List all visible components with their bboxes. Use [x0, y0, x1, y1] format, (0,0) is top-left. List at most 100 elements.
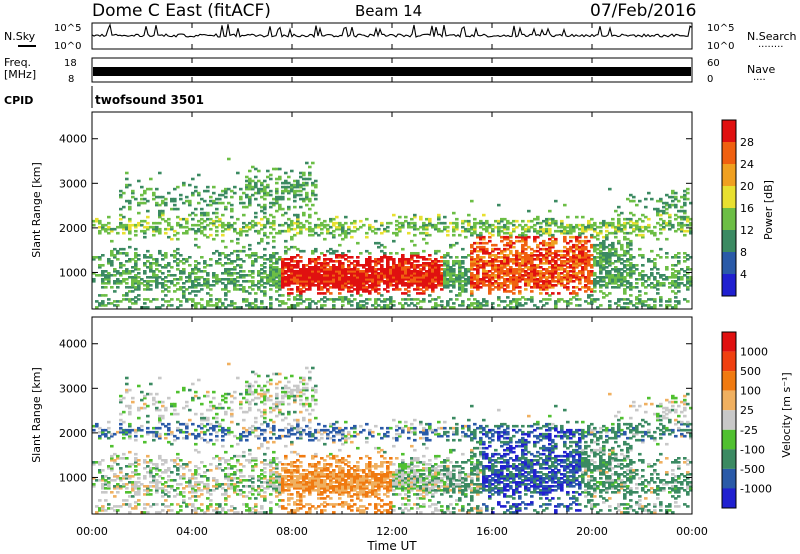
power-cell: [293, 282, 297, 285]
power-cell: [551, 264, 555, 267]
power-cell: [407, 286, 411, 289]
power-cell: [596, 237, 600, 241]
power-cell: [524, 223, 528, 227]
power-cell: [254, 175, 258, 179]
power-cell: [158, 249, 162, 253]
power-cell: [419, 282, 423, 285]
power-cell: [683, 217, 687, 221]
power-cell: [155, 282, 159, 285]
power-cell: [557, 254, 561, 257]
power-cell: [611, 247, 615, 251]
power-cell: [512, 292, 516, 295]
power-cell: [572, 243, 576, 247]
power-cell: [296, 294, 300, 297]
power-cell: [221, 229, 225, 233]
power-cell: [665, 207, 669, 211]
velocity-cell: [185, 465, 189, 468]
power-cell: [143, 284, 147, 287]
power-cell: [269, 213, 273, 217]
power-cell: [569, 266, 573, 269]
velocity-cell: [224, 477, 228, 480]
power-cell: [503, 258, 507, 261]
velocity-cell: [194, 509, 198, 512]
power-cell: [176, 223, 180, 227]
power-cell: [146, 256, 150, 259]
power-cell: [230, 278, 234, 281]
power-cell: [248, 274, 252, 277]
power-cell: [278, 284, 282, 287]
power-cell: [344, 270, 348, 273]
power-cell: [119, 264, 123, 267]
velocity-cell: [125, 487, 129, 490]
power-cell: [560, 276, 564, 279]
velocity-cell: [140, 398, 144, 402]
power-cell: [623, 288, 627, 291]
power-cell: [221, 272, 225, 275]
power-cell: [266, 183, 270, 187]
power-cell: [392, 270, 396, 273]
power-cell: [335, 268, 339, 271]
power-cell: [440, 221, 444, 225]
power-cell: [290, 185, 294, 189]
power-cell: [545, 298, 549, 301]
power-cell: [275, 197, 279, 201]
power-cell: [290, 183, 294, 187]
power-cell: [287, 282, 291, 285]
power-cell: [677, 300, 681, 303]
power-cell: [542, 247, 546, 251]
power-cell: [131, 286, 135, 289]
power-cell: [500, 266, 504, 269]
power-cell: [512, 245, 516, 249]
velocity-cell: [200, 436, 204, 440]
power-cell: [119, 300, 123, 303]
velocity-cell: [137, 384, 141, 388]
velocity-cell: [170, 471, 174, 474]
power-cell: [482, 304, 486, 307]
velocity-cell: [164, 408, 168, 412]
power-cell: [431, 225, 435, 229]
power-cell: [524, 288, 528, 291]
velocity-cell: [125, 376, 129, 380]
power-cell: [542, 276, 546, 279]
power-cell: [287, 278, 291, 281]
power-cell: [464, 278, 468, 281]
power-cell: [122, 223, 126, 227]
power-cell: [254, 254, 258, 257]
velocity-cell: [206, 497, 210, 500]
power-cell: [263, 282, 267, 285]
power-cell: [107, 278, 111, 281]
velocity-cell: [161, 491, 165, 494]
power-cell: [155, 229, 159, 233]
power-cell: [251, 225, 255, 229]
power-cell: [188, 276, 192, 279]
power-cell: [614, 266, 618, 269]
velocity-cell: [116, 483, 120, 486]
power-cell: [98, 229, 102, 233]
power-cell: [113, 280, 117, 283]
power-cell: [605, 276, 609, 279]
power-cell: [281, 266, 285, 269]
power-cell: [299, 183, 303, 187]
velocity-cell: [188, 432, 192, 436]
power-cell: [671, 225, 675, 229]
power-cell: [104, 274, 108, 277]
power-cell: [398, 272, 402, 275]
power-cell: [332, 235, 336, 239]
power-cell: [125, 223, 129, 227]
power-cell: [413, 274, 417, 277]
power-cell: [419, 306, 423, 309]
power-cell: [266, 169, 270, 173]
power-cell: [380, 274, 384, 277]
power-cell: [299, 175, 303, 179]
power-cell: [206, 264, 210, 267]
power-cell: [593, 256, 597, 259]
power-cell: [356, 280, 360, 283]
power-cell: [359, 306, 363, 309]
velocity-cell: [146, 493, 150, 496]
power-cell: [287, 191, 291, 195]
power-cell: [95, 256, 99, 259]
power-cell: [461, 290, 465, 293]
power-cell: [653, 298, 657, 301]
power-cell: [677, 278, 681, 281]
power-cell: [320, 282, 324, 285]
